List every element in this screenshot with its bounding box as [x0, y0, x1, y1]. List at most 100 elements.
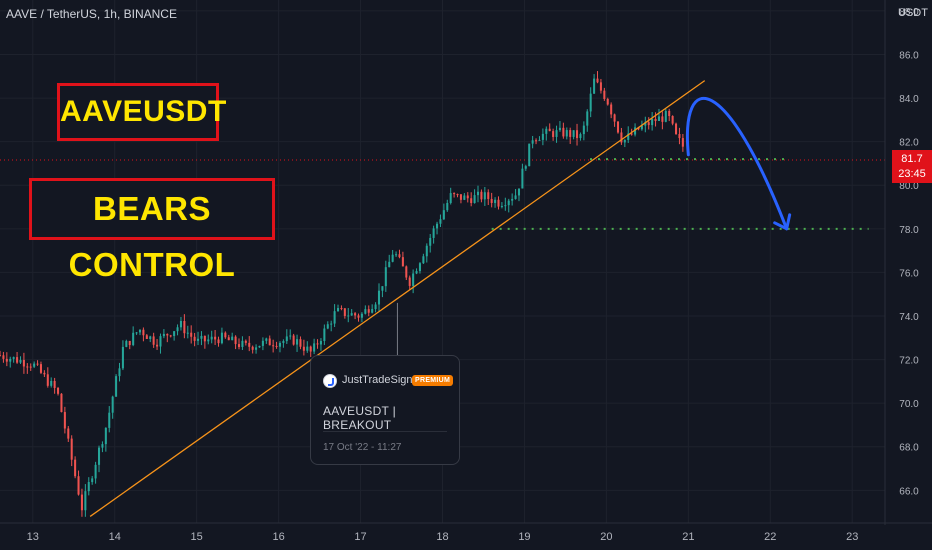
candle-body [258, 345, 261, 348]
candle-body [306, 346, 309, 351]
y-tick-label: 74.0 [899, 312, 919, 323]
candle [302, 339, 305, 356]
candle [326, 321, 329, 330]
annotation-title[interactable]: AAVEUSDT [57, 83, 226, 141]
candle [442, 203, 445, 221]
candle-body [371, 309, 374, 313]
candle-body [473, 195, 476, 204]
candle [91, 475, 94, 485]
candle-body [197, 338, 200, 341]
trendline [89, 80, 706, 517]
candle [162, 329, 165, 339]
candle-body [282, 341, 285, 343]
candle-body [616, 121, 620, 133]
author-logo-icon [323, 374, 337, 388]
candle-body [360, 313, 363, 318]
candle-body [9, 358, 12, 362]
candle-body [125, 340, 128, 347]
candle-body [634, 127, 637, 135]
candle-body [603, 90, 606, 99]
candle-body [644, 122, 647, 126]
candle [74, 456, 77, 479]
candle [203, 335, 206, 349]
candle-body [565, 130, 568, 137]
candle [364, 305, 367, 315]
candle [582, 121, 585, 141]
candle [610, 102, 613, 119]
candle [207, 334, 210, 345]
candle-body [548, 128, 551, 132]
candle [190, 325, 193, 344]
y-tick-label: 68.0 [899, 443, 919, 454]
idea-title[interactable]: AAVEUSDT | BREAKOUT [323, 404, 397, 432]
idea-date: 17 Oct '22 - 11:27 [323, 442, 402, 453]
candle [436, 221, 439, 235]
candle [149, 335, 152, 343]
candle [97, 445, 101, 473]
candle-body [511, 198, 514, 201]
candle-body [16, 357, 19, 363]
candle [12, 356, 15, 363]
candle [473, 189, 476, 204]
candle-body [67, 428, 70, 439]
candle [651, 112, 654, 131]
candle [459, 194, 462, 204]
candle [453, 192, 456, 198]
bar-countdown: 23:45 [898, 168, 926, 180]
candle [224, 331, 227, 339]
candle [456, 193, 459, 198]
idea-divider [323, 431, 447, 432]
idea-card[interactable]: JustTradeSignals PREMIUM AAVEUSDT | BREA… [310, 355, 460, 465]
candle [220, 327, 223, 345]
candle [138, 329, 142, 336]
candle-body [275, 345, 278, 347]
candle [313, 338, 316, 355]
candle-body [5, 358, 8, 362]
candle-body [613, 114, 616, 122]
candle-body [149, 336, 152, 340]
candle [67, 426, 70, 442]
candle-body [53, 380, 56, 388]
candle [395, 251, 398, 257]
candle-body [84, 491, 87, 511]
current-price-value: 81.7 [901, 153, 923, 165]
candle [517, 188, 521, 202]
candle [340, 305, 343, 311]
candle-body [138, 329, 142, 333]
chart-grid [0, 0, 885, 523]
candle-body [610, 104, 613, 115]
candle [135, 331, 138, 335]
candle [251, 345, 254, 354]
candle [357, 313, 360, 322]
y-tick-label: 76.0 [899, 268, 919, 279]
candle-body [640, 125, 643, 130]
candle [545, 126, 548, 141]
candle [500, 202, 503, 209]
candle [586, 109, 589, 132]
candle-body [494, 199, 497, 203]
idea-author[interactable]: JustTradeSignals [342, 374, 427, 386]
candle [654, 112, 657, 127]
candle-body [500, 206, 503, 208]
candle-body [395, 254, 398, 256]
candle-body [415, 271, 418, 274]
candle [214, 330, 217, 345]
candle [606, 97, 609, 106]
candle [210, 330, 213, 344]
candle-body [22, 359, 25, 367]
candle [616, 121, 620, 134]
candle-body [166, 333, 169, 336]
candle [528, 143, 531, 167]
candle [504, 197, 507, 211]
candle [494, 197, 497, 208]
annotation-subtitle[interactable]: BEARS CONTROL [29, 178, 275, 283]
candle-body [159, 336, 162, 347]
candle [296, 334, 299, 352]
candle [193, 332, 196, 347]
candle [596, 71, 599, 84]
candle [336, 304, 340, 312]
candlestick-series [0, 71, 684, 517]
candle [26, 363, 29, 374]
candle [108, 406, 111, 433]
